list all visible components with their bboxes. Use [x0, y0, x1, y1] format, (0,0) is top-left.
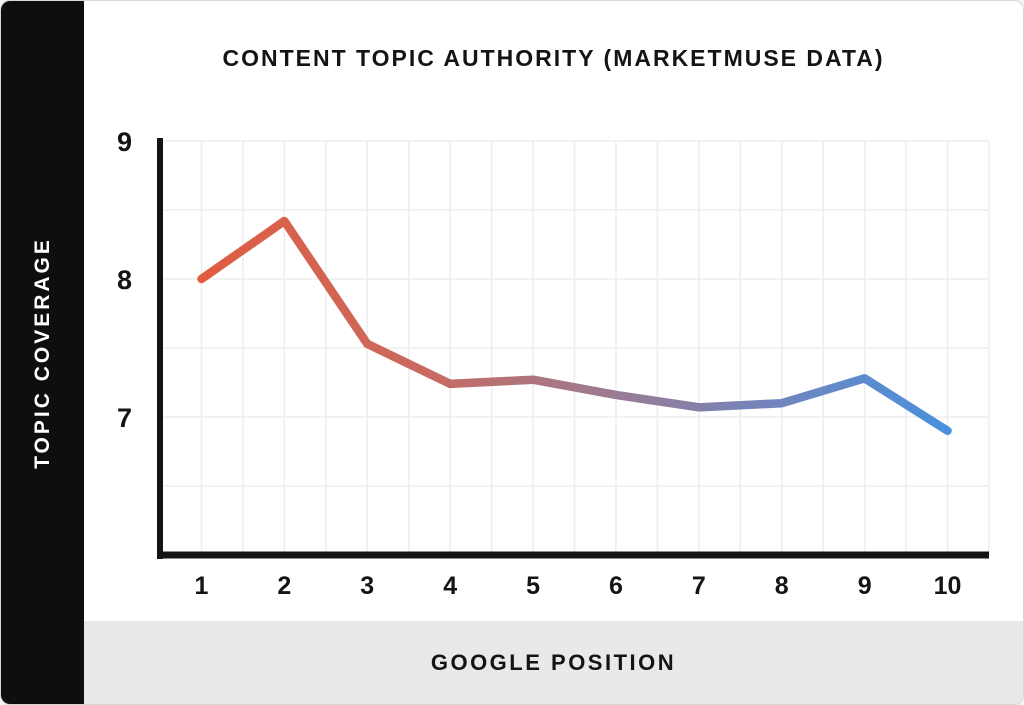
series-line [197, 216, 952, 436]
x-tick-label: 6 [609, 572, 623, 600]
y-axis-title: TOPIC COVERAGE [30, 236, 54, 469]
x-tick-label: 4 [443, 572, 457, 600]
x-tick-label: 1 [194, 572, 208, 600]
y-tick-label: 8 [117, 265, 132, 295]
x-tick-label: 8 [775, 572, 789, 600]
x-tick-label: 10 [934, 572, 962, 600]
x-tick-label: 3 [360, 572, 374, 600]
y-tick-label: 7 [117, 403, 132, 433]
x-tick-label: 7 [692, 572, 706, 600]
y-tick-label: 9 [117, 127, 132, 157]
x-axis-title: GOOGLE POSITION [430, 649, 677, 675]
x-tick-label: 2 [277, 572, 291, 600]
y-axis-band: TOPIC COVERAGE [1, 1, 84, 704]
x-axis-band: GOOGLE POSITION [84, 621, 1023, 704]
x-tick-label: 5 [526, 572, 540, 600]
x-tick-label: 9 [858, 572, 872, 600]
chart-title: CONTENT TOPIC AUTHORITY (MARKETMUSE DATA… [222, 45, 885, 71]
